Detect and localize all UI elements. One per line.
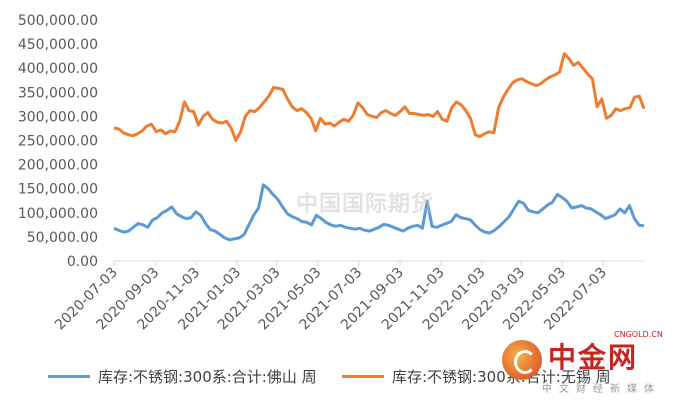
logo-url: CNGOLD.CN bbox=[614, 330, 663, 339]
x-axis-ticks bbox=[113, 261, 604, 266]
line-chart: 0.00 50,000.00 100,000.00 150,000.00 200,000… bbox=[18, 13, 646, 334]
y-tick-label: 450,000.00 bbox=[18, 37, 98, 53]
series-layer bbox=[113, 52, 646, 242]
series-line-foshan bbox=[113, 183, 645, 242]
y-tick-label: 250,000.00 bbox=[18, 134, 98, 150]
y-tick-label: 0.00 bbox=[67, 254, 98, 270]
y-tick-label: 50,000.00 bbox=[27, 230, 98, 246]
legend-label-wuxi: 库存:不锈钢:300系:合计:无锡 周 bbox=[392, 368, 611, 386]
y-axis-labels: 0.00 50,000.00 100,000.00 150,000.00 200,000… bbox=[18, 13, 98, 270]
legend-label-foshan: 库存:不锈钢:300系:合计:佛山 周 bbox=[98, 368, 317, 386]
logo-title: 中金网 bbox=[548, 341, 639, 374]
logo-subtitle: 中文财经新媒体 bbox=[542, 384, 661, 395]
legend-swatch-wuxi bbox=[342, 375, 384, 378]
legend-item-foshan: 库存:不锈钢:300系:合计:佛山 周 bbox=[48, 366, 317, 387]
y-tick-label: 300,000.00 bbox=[18, 109, 98, 125]
y-tick-label: 200,000.00 bbox=[18, 158, 98, 174]
y-tick-label: 100,000.00 bbox=[18, 206, 98, 222]
series-line-wuxi bbox=[113, 52, 646, 142]
y-tick-label: 500,000.00 bbox=[18, 13, 98, 29]
watermark-text: 中国国际期货 bbox=[296, 192, 435, 217]
y-tick-label: 150,000.00 bbox=[18, 182, 98, 198]
x-axis-labels: 2020-07-032020-09-032020-11-032021-01-03… bbox=[52, 265, 610, 334]
legend-item-wuxi: 库存:不锈钢:300系:合计:无锡 周 bbox=[342, 366, 611, 387]
chart-legend: 库存:不锈钢:300系:合计:佛山 周 库存:不锈钢:300系:合计:无锡 周 bbox=[0, 358, 680, 394]
brand-logo: 中金网 CNGOLD.CN 中文财经新媒体 bbox=[496, 330, 666, 400]
y-tick-label: 400,000.00 bbox=[18, 61, 98, 77]
y-tick-label: 350,000.00 bbox=[18, 85, 98, 101]
legend-swatch-foshan bbox=[48, 375, 90, 378]
logo-mark-icon bbox=[502, 340, 542, 380]
